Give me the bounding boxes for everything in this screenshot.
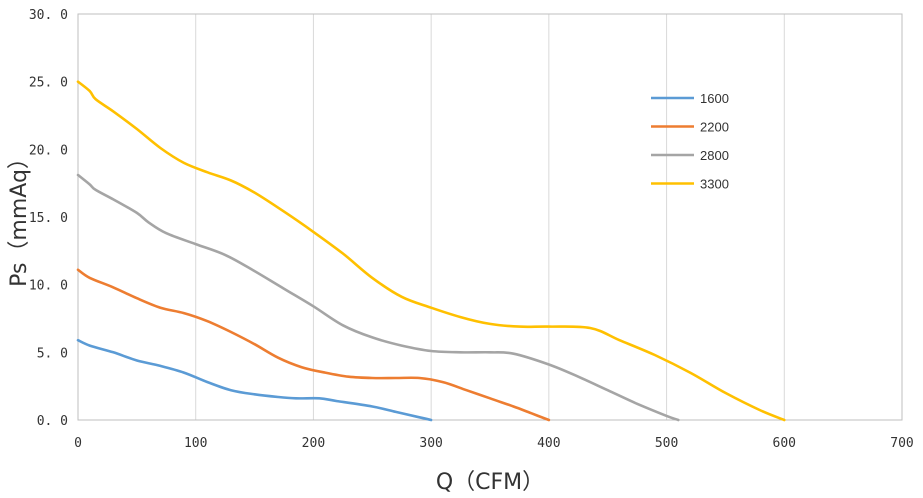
series-line-2200 xyxy=(76,268,551,422)
series-layer xyxy=(76,80,786,422)
y-tick-label: 0. 0 xyxy=(37,414,68,429)
series-line-3300 xyxy=(76,80,786,422)
x-tick-label: 0 xyxy=(74,436,82,451)
legend: 1600 2200 2800 3300 xyxy=(651,91,729,192)
legend-label-3300: 3300 xyxy=(700,177,729,192)
x-tick-label: 400 xyxy=(537,436,560,451)
y-tick-label: 30. 0 xyxy=(29,8,68,23)
tick-labels: 0 100 200 300 400 500 600 700 0. 0 5. 0 10. 0 15. 0… xyxy=(29,8,914,451)
x-tick-label: 100 xyxy=(184,436,207,451)
y-tick-label: 20. 0 xyxy=(29,143,68,158)
legend-label-1600: 1600 xyxy=(700,91,729,106)
plot-area-frame xyxy=(77,13,903,421)
legend-label-2800: 2800 xyxy=(700,148,729,163)
x-tick-label: 200 xyxy=(302,436,325,451)
y-axis-title: Ps（mmAq） xyxy=(7,147,32,287)
series-line-1600 xyxy=(76,338,433,422)
x-axis-title: Q（CFM） xyxy=(436,470,544,495)
x-tick-label: 300 xyxy=(419,436,442,451)
grid-lines xyxy=(77,14,903,420)
x-tick-label: 500 xyxy=(655,436,678,451)
x-tick-label: 600 xyxy=(773,436,796,451)
y-tick-label: 15. 0 xyxy=(29,211,68,226)
legend-label-2200: 2200 xyxy=(700,120,729,135)
y-tick-label: 5. 0 xyxy=(37,346,68,361)
x-tick-label: 700 xyxy=(890,436,913,451)
series-line-2800 xyxy=(76,173,680,422)
y-tick-label: 10. 0 xyxy=(29,279,68,294)
y-tick-label: 25. 0 xyxy=(29,76,68,91)
